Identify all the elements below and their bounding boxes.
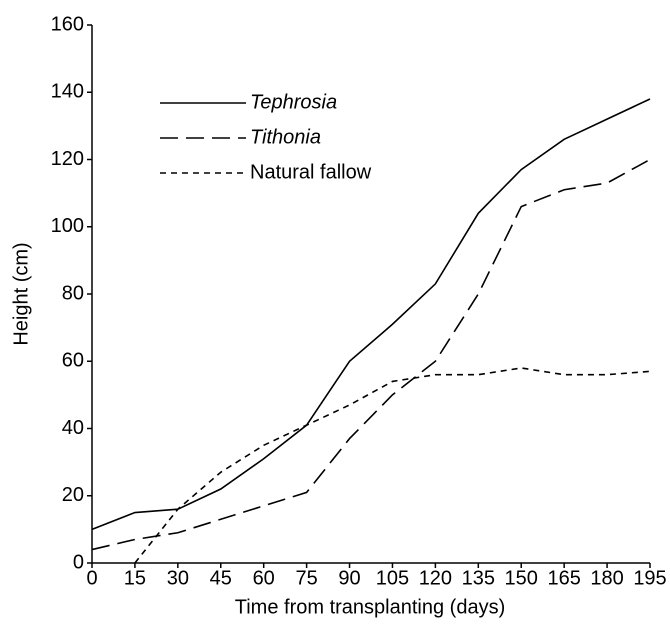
legend-label: Tithonia: [250, 126, 321, 148]
y-tick-label: 100: [51, 215, 84, 237]
x-tick-label: 165: [547, 567, 580, 589]
legend-label: Natural fallow: [250, 161, 372, 183]
y-tick-label: 140: [51, 81, 84, 103]
y-tick-label: 160: [51, 13, 84, 35]
x-tick-label: 195: [633, 567, 666, 589]
x-tick-label: 105: [376, 567, 409, 589]
series-line: [91, 98, 651, 531]
y-tick-label: 60: [62, 350, 84, 372]
series-line: [134, 367, 651, 564]
y-tick-label: 40: [62, 417, 84, 439]
x-tick-label: 180: [590, 567, 623, 589]
x-tick-label: 120: [419, 567, 452, 589]
x-axis-title: Time from transplanting (days): [235, 596, 505, 618]
x-tick-label: 75: [295, 567, 317, 589]
series-line: [91, 158, 651, 551]
x-tick-label: 45: [210, 567, 232, 589]
x-tick-label: 150: [505, 567, 538, 589]
y-axis-title: Height (cm): [10, 242, 32, 345]
x-tick-label: 60: [253, 567, 275, 589]
x-tick-label: 0: [86, 567, 97, 589]
x-tick-label: 135: [462, 567, 495, 589]
y-tick-label: 20: [62, 484, 84, 506]
y-tick-label: 120: [51, 148, 84, 170]
legend-label: Tephrosia: [250, 91, 337, 113]
x-tick-label: 90: [338, 567, 360, 589]
x-tick-label: 30: [167, 567, 189, 589]
x-tick-label: 15: [124, 567, 146, 589]
y-tick-label: 0: [73, 551, 84, 573]
y-tick-label: 80: [62, 282, 84, 304]
